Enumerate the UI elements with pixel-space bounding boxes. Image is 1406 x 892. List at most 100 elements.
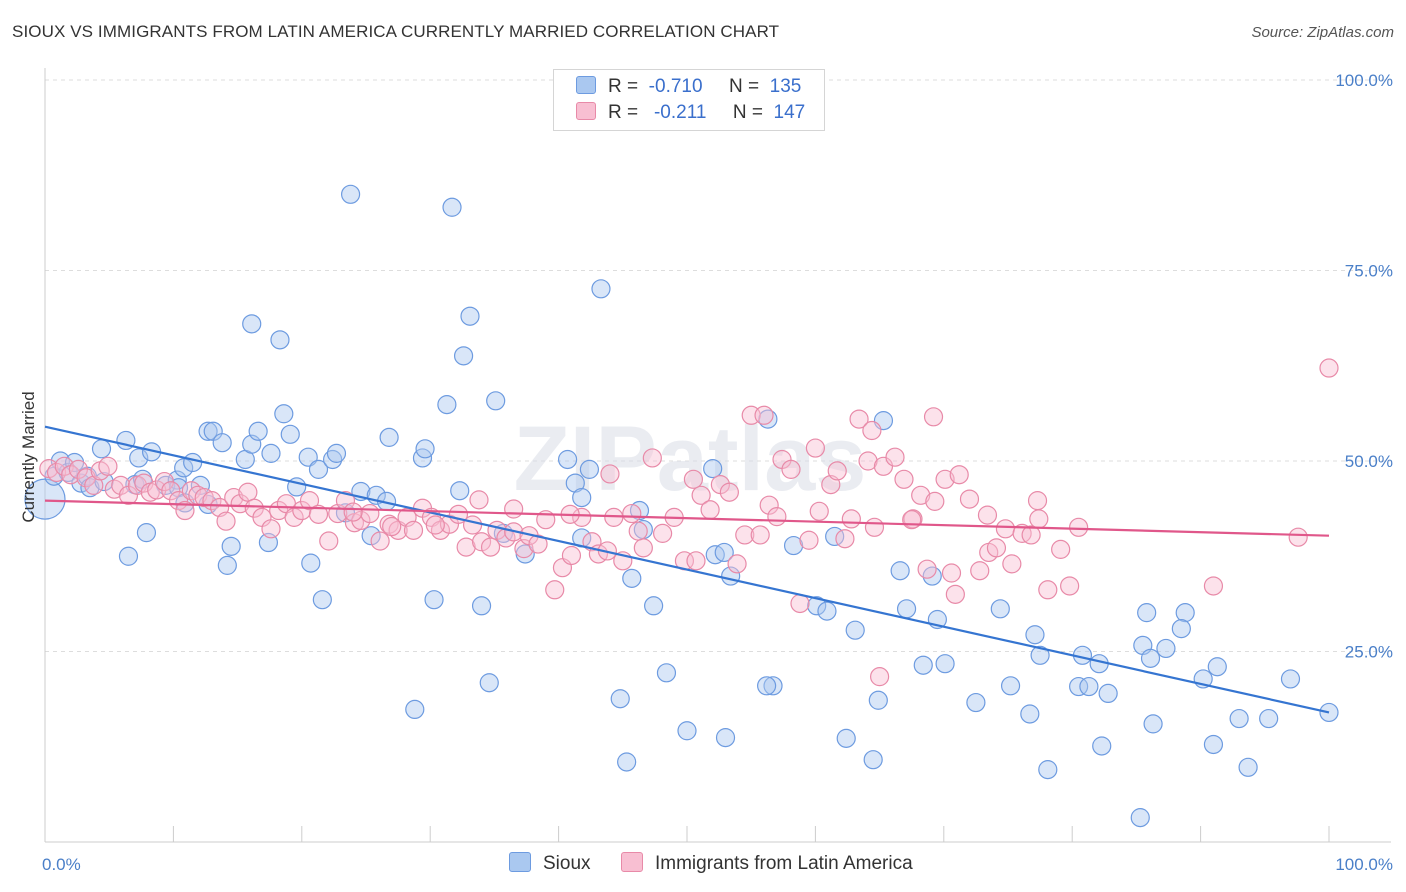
data-point: [622, 503, 642, 524]
data-point: [1259, 708, 1279, 729]
data-point: [1203, 734, 1224, 755]
data-point: [1038, 580, 1058, 600]
data-point: [757, 676, 777, 696]
data-point: [1025, 625, 1045, 645]
legend-label: Immigrants from Latin America: [655, 853, 913, 874]
data-point: [111, 475, 131, 495]
data-point: [719, 482, 739, 502]
latin-america-swatch: [576, 102, 596, 120]
data-point: [902, 510, 922, 530]
data-point: [1143, 714, 1163, 734]
data-point: [308, 459, 329, 479]
watermark: ZIPatlas: [514, 408, 867, 510]
data-point: [486, 391, 506, 411]
data-point: [691, 485, 711, 505]
y-tick-label: 25.0%: [1345, 643, 1393, 662]
data-point: [817, 601, 837, 621]
data-point: [242, 314, 262, 334]
data-point: [425, 515, 445, 535]
data-point: [783, 535, 804, 556]
data-point: [442, 197, 462, 217]
data-point: [714, 542, 734, 563]
r-label: R =: [608, 102, 639, 123]
data-point: [845, 620, 865, 640]
chart-title: SIOUX VS IMMIGRANTS FROM LATIN AMERICA C…: [12, 22, 780, 41]
data-point: [677, 721, 697, 741]
data-point: [579, 459, 600, 479]
data-point: [700, 500, 720, 520]
data-point: [628, 521, 648, 541]
data-point: [1002, 554, 1022, 574]
data-point: [319, 531, 339, 551]
data-point: [312, 590, 332, 610]
data-point: [1175, 603, 1195, 623]
data-point: [995, 519, 1016, 539]
data-point: [274, 404, 294, 424]
data-point: [469, 490, 489, 510]
y-axis-label: Currently Married: [19, 391, 38, 522]
data-point: [230, 494, 250, 514]
data-point: [504, 499, 524, 519]
trend-lines: [44, 425, 1330, 714]
legend-item-latin-america: Immigrants from Latin America: [621, 852, 913, 875]
data-point: [194, 487, 214, 508]
data-point: [781, 459, 801, 479]
data-point: [633, 538, 653, 558]
data-point: [1021, 525, 1041, 545]
data-point: [326, 443, 347, 463]
data-point: [561, 545, 582, 566]
n-label: N =: [732, 102, 763, 123]
data-point: [198, 421, 218, 441]
data-point: [653, 523, 673, 543]
data-point: [91, 439, 112, 459]
series-legend: Sioux Immigrants from Latin America: [0, 852, 1406, 878]
data-point: [610, 689, 630, 709]
data-point: [453, 346, 474, 366]
data-point: [841, 509, 861, 529]
data-point: [622, 568, 642, 588]
data-point: [1280, 669, 1301, 689]
data-point: [270, 330, 290, 350]
data-point: [807, 596, 827, 616]
data-point: [935, 654, 955, 674]
sioux-swatch: [509, 852, 531, 872]
data-point: [1051, 539, 1071, 559]
data-point: [759, 495, 779, 515]
data-point: [1060, 576, 1080, 596]
x-tick-label: 100.0%: [1335, 855, 1393, 874]
data-point: [46, 462, 67, 483]
data-point: [361, 526, 381, 546]
data-point: [617, 752, 637, 772]
data-point: [1319, 358, 1339, 378]
data-point: [460, 306, 480, 326]
r-label: R =: [608, 76, 639, 97]
data-point: [216, 511, 236, 531]
data-point: [1069, 676, 1089, 697]
data-point: [917, 559, 937, 579]
data-point: [1229, 708, 1249, 729]
data-point: [248, 421, 268, 441]
data-point: [343, 502, 363, 522]
data-point: [945, 584, 965, 604]
legend-item-sioux: Sioux: [509, 852, 591, 875]
data-point: [462, 515, 483, 535]
data-point: [301, 553, 321, 573]
data-point: [298, 447, 318, 467]
data-point: [923, 407, 944, 427]
data-point: [174, 458, 194, 478]
data-point: [582, 532, 602, 552]
data-point: [890, 561, 910, 581]
data-point: [869, 667, 890, 687]
y-tick-label: 100.0%: [1335, 71, 1393, 90]
data-point: [949, 465, 969, 485]
data-point: [767, 507, 787, 527]
data-point: [403, 520, 424, 540]
data-point: [1098, 683, 1118, 704]
data-point: [600, 464, 620, 484]
sioux-swatch: [576, 76, 596, 94]
data-point: [479, 673, 499, 693]
data-point: [959, 489, 980, 509]
data-point: [763, 676, 783, 696]
data-point: [1020, 704, 1040, 724]
